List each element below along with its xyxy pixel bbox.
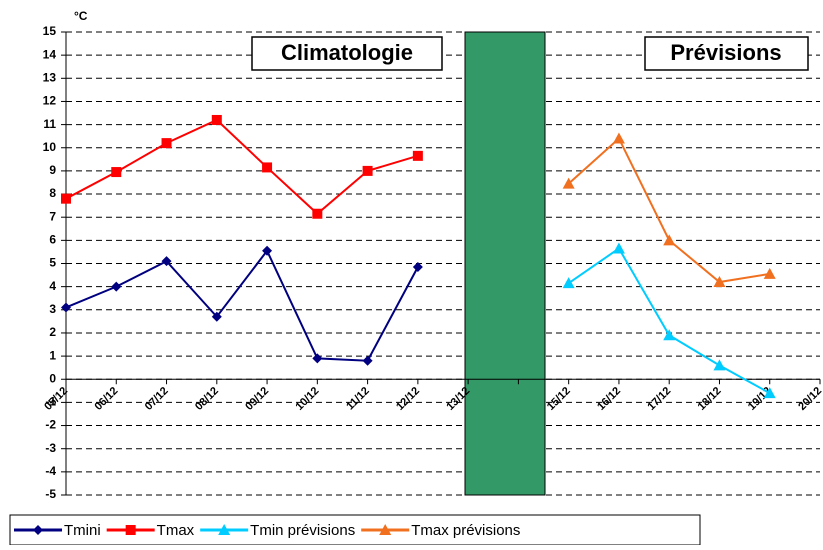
y-tick-label: 8 [49,186,56,200]
grid [66,31,820,496]
marker [125,525,136,535]
marker [612,132,625,144]
marker [211,114,222,125]
marker [161,138,172,149]
series-line [65,118,419,216]
x-tick-label: 08/12 [193,385,221,413]
marker [61,302,71,313]
marker [412,261,423,272]
marker [262,245,273,256]
marker [562,277,575,289]
series-line [567,136,770,284]
marker [763,387,776,399]
y-tick-label: -4 [45,464,56,478]
annotation: Prévisions [670,40,781,65]
marker [33,525,43,535]
y-tick-label: 2 [49,325,56,339]
marker [612,242,625,254]
marker [663,234,676,246]
y-tick-label: 13 [43,70,57,84]
y-tick-label: 11 [43,117,56,131]
marker [412,150,423,161]
x-tick-label: 09/12 [243,385,271,413]
y-tick-label: -2 [45,418,56,432]
marker [262,162,273,173]
marker [61,193,71,204]
marker [362,165,373,176]
x-tick-label: 12/12 [394,385,422,413]
marker [763,267,776,279]
x-tick-label: 16/12 [595,385,623,413]
marker [362,355,373,366]
legend-label: Tmax prévisions [411,522,520,539]
x-tick-label: 07/12 [143,385,171,413]
y-tick-label: 7 [49,209,56,223]
series-line [568,247,771,395]
marker [663,329,676,341]
marker [211,311,222,322]
x-tick-label: 20/12 [796,385,823,413]
marker [111,167,122,178]
y-tick-label: -1 [45,395,56,409]
y-tick-label: 5 [49,256,56,270]
x-tick-label: 15/12 [545,385,573,413]
y-tick-label: 6 [49,233,56,247]
annotation-box [644,36,809,71]
y-tick-label: -3 [45,441,56,455]
legend-label: Tmax [157,522,195,539]
series-line [65,248,419,362]
x-tick-label: 18/12 [696,385,724,413]
y-tick-label: 4 [49,279,56,293]
marker [218,524,231,535]
separator-block [464,31,546,496]
annotation-box [251,36,443,71]
y-tick-label: 9 [49,163,56,177]
y-tick-label: 10 [43,140,57,154]
y-tick-label: 15 [43,24,57,38]
annotation: Climatologie [281,40,413,65]
y-tick-label: 12 [43,94,57,108]
marker [161,256,172,267]
x-tick-label: 06/12 [92,385,120,413]
y-tick-label: 0 [49,371,56,385]
marker [713,359,726,371]
y-tick-label: 14 [43,47,57,61]
x-tick-label: 11/12 [344,385,372,413]
unit-label: °C [74,9,88,23]
marker [312,208,323,219]
y-tick-label: 3 [49,302,56,316]
marker [111,281,122,292]
y-tick-label: -5 [45,487,56,501]
x-tick-label: 17/12 [645,385,673,413]
y-tick-label: 1 [49,348,56,362]
marker [379,524,392,535]
legend-label: Tmin prévisions [250,522,355,539]
legend-label: Tmini [64,522,101,539]
x-tick-label: 10/12 [294,385,322,413]
marker [562,177,575,189]
marker [713,276,726,288]
marker [312,353,323,364]
